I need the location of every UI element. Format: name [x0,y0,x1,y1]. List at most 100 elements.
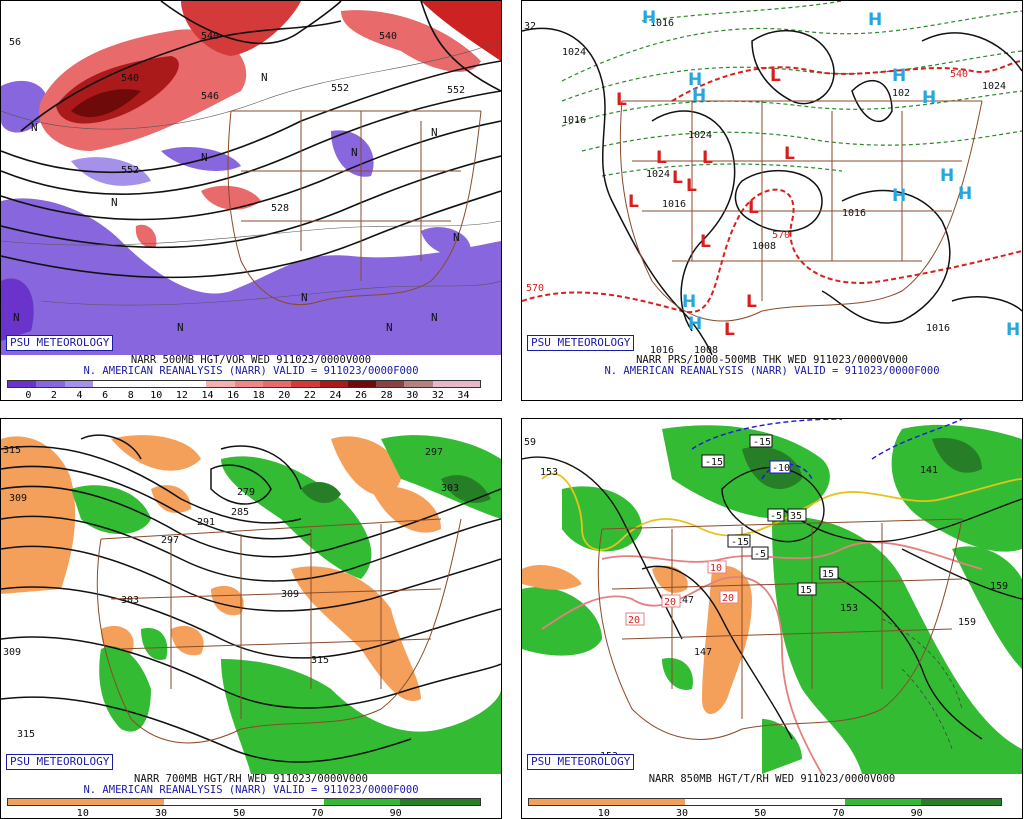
contour-label: 552 [331,83,349,94]
panel-caption: NARR PRS/1000-500MB THK WED 911023/0000V… [522,355,1022,377]
high-pressure-marker: H [642,8,656,28]
contour-label: 309 [9,493,27,504]
svg-text:-15: -15 [753,437,771,448]
high-pressure-marker: H [922,88,936,108]
high-pressure-marker: H [682,292,696,312]
isobar-label: 1008 [694,345,718,355]
scale-tick: 2 [50,390,57,401]
psu-meteorology-badge: PSU METEOROLOGY [6,335,114,351]
temp-box: 15 [819,566,839,580]
scale-tick: 6 [102,390,109,401]
svg-text:-5: -5 [770,511,782,522]
svg-text:-15: -15 [731,537,749,548]
panel-caption: NARR 500MB HGT/VOR WED 911023/0000V000 N… [1,355,501,377]
vort-marker-n: N [386,321,393,334]
vort-marker-n: N [111,196,118,209]
thickness-label: 540 [950,69,968,80]
panel-700mb-rh: 315 309 291 285 279 297 303 303 309 315 … [0,418,502,819]
isobar-label: 1008 [752,241,776,252]
svg-text:15: 15 [800,585,812,596]
high-pressure-marker: H [940,166,954,186]
scale-tick: 24 [329,390,342,401]
svg-text:-5: -5 [754,549,766,560]
contour-label: 291 [197,517,215,528]
scale-tick: 30 [676,808,689,819]
scale-tick: 0 [25,390,32,401]
contour-label: 552 [121,165,139,176]
scale-tick: 28 [380,390,393,401]
contour-label: 285 [231,507,249,518]
contour-label: 540 [201,31,219,42]
isobar-label: 1016 [842,208,866,219]
scale-tick: 50 [233,808,246,819]
contour-label: 315 [17,729,35,740]
vort-marker-n: N [431,126,438,139]
contour-label: 297 [161,535,179,546]
panel-caption: NARR 700MB HGT/RH WED 911023/0000V000 N.… [1,774,501,796]
isobar-label: 1016 [562,115,586,126]
scale-tick: 34 [457,390,470,401]
low-pressure-marker: L [700,232,711,252]
high-pressure-marker: H [868,10,882,30]
high-pressure-marker: H [892,186,906,206]
scale-tick: 90 [389,808,402,819]
low-pressure-marker: L [616,90,627,110]
svg-text:35: 35 [790,511,802,522]
contour-label: 147 [694,647,712,658]
svg-text:20: 20 [628,615,640,626]
scale-tick: 30 [406,390,419,401]
svg-text:-15: -15 [705,457,723,468]
high-pressure-marker: H [692,86,706,106]
panel-caption: NARR 850MB HGT/T/RH WED 911023/0000V000 [522,774,1022,785]
svg-text:-10: -10 [772,463,790,474]
scale-tick: 4 [76,390,83,401]
panel-850mb-temp-rh: 59 153 147 147 153 159 159 141 153 -15 -… [521,418,1023,819]
contour-label: 552 [447,85,465,96]
isobar-label: 1016 [650,345,674,355]
temp-box: -15 [749,434,773,448]
vort-marker-n: N [261,71,268,84]
caption-line1: NARR 850MB HGT/T/RH WED 911023/0000V000 [648,773,896,785]
contour-label: 147 [676,595,694,606]
low-pressure-marker: L [702,148,713,168]
scale-tick: 14 [201,390,214,401]
isobar-label: 1024 [688,130,712,141]
scale-tick: 16 [227,390,240,401]
scale-tick: 18 [252,390,265,401]
scale-tick: 8 [127,390,134,401]
svg-text:10: 10 [710,563,722,574]
map-700mb: 315 309 291 285 279 297 303 303 309 315 … [1,419,501,774]
vort-marker-n: N [201,151,208,164]
scale-tick: 20 [278,390,291,401]
high-pressure-marker: H [892,66,906,86]
contour-label: 303 [441,483,459,494]
contour-label: 540 [379,31,397,42]
high-pressure-marker: H [958,184,972,204]
psu-meteorology-badge: PSU METEOROLOGY [527,335,635,351]
low-pressure-marker: L [628,192,639,212]
thickness-label: 570 [772,230,790,241]
vorticity-colorbar-ticks: 0 2 4 6 8 10 12 14 16 18 20 22 24 26 28 … [7,390,481,401]
map-850mb: 59 153 147 147 153 159 159 141 153 -15 -… [522,419,1022,774]
temp-box: -15 [727,534,751,548]
isobar-label: 102 [892,88,910,99]
caption-line1: NARR PRS/1000-500MB THK WED 911023/0000V… [636,354,908,366]
scale-tick: 70 [832,808,845,819]
contour-label: 159 [990,581,1008,592]
isobar-label: 1016 [662,199,686,210]
map-pressure: 32 1024 1016 1016 1024 1024 1016 1008 10… [522,1,1022,355]
contour-label: 297 [425,447,443,458]
contour-label: 153 [540,467,558,478]
svg-text:20: 20 [722,593,734,604]
isobar-label: 1024 [982,81,1006,92]
scale-tick: 10 [597,808,610,819]
scale-tick: 10 [150,390,163,401]
temp-box: -15 [701,454,725,468]
contour-label: 153 [840,603,858,614]
vorticity-colorbar [7,380,481,388]
panel-pressure-thickness: 32 1024 1016 1016 1024 1024 1016 1008 10… [521,0,1023,401]
contour-label: 540 [121,73,139,84]
caption-line2: N. AMERICAN REANALYSIS (NARR) VALID = 91… [83,784,419,796]
contour-label: 59 [524,437,536,448]
scale-tick: 70 [311,808,324,819]
